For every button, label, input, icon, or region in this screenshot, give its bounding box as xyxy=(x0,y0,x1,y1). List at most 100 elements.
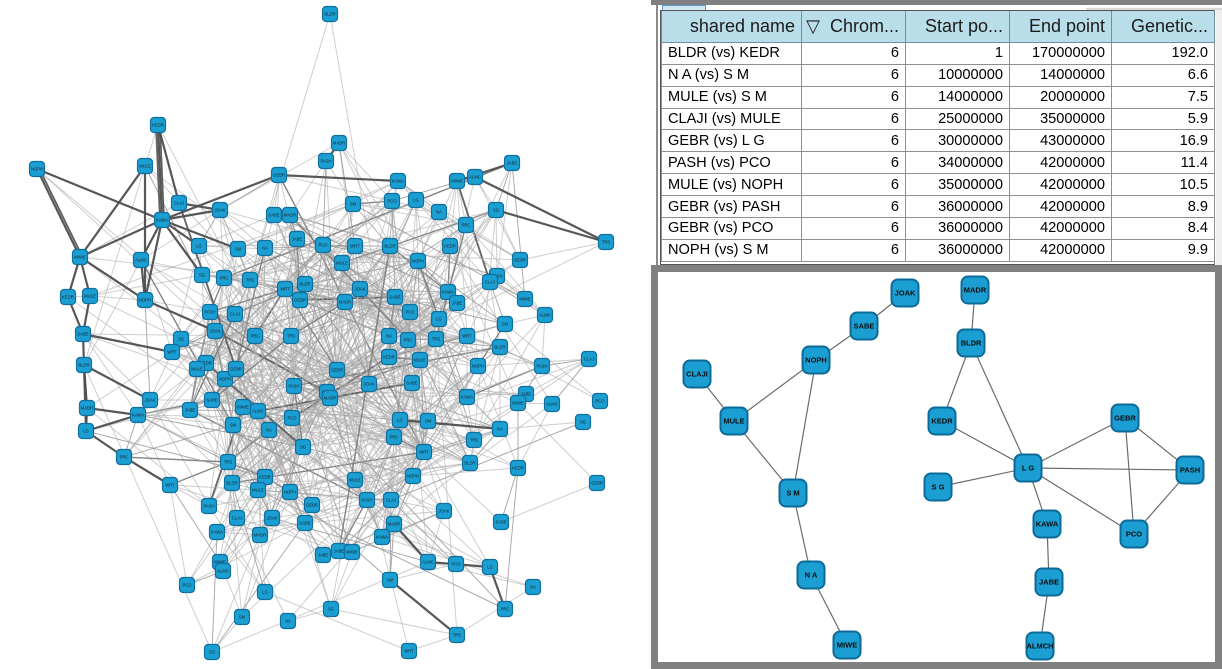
svg-text:N A: N A xyxy=(805,571,818,580)
svg-text:GEBR: GEBR xyxy=(331,368,343,373)
svg-text:WRT: WRT xyxy=(165,483,175,488)
svg-text:KAWA: KAWA xyxy=(392,179,404,184)
svg-text:ALMC: ALMC xyxy=(217,569,229,574)
svg-text:SG: SG xyxy=(300,445,306,450)
svg-text:MULE: MULE xyxy=(191,367,203,372)
svg-text:NOPH: NOPH xyxy=(219,377,231,382)
svg-text:MULE: MULE xyxy=(336,261,348,266)
svg-text:GEBR: GEBR xyxy=(306,503,318,508)
svg-text:LG: LG xyxy=(83,429,89,434)
svg-text:SM: SM xyxy=(425,419,432,424)
svg-text:MADR: MADR xyxy=(324,396,336,401)
svg-text:TRS: TRS xyxy=(470,438,479,443)
svg-text:WRT: WRT xyxy=(167,350,177,355)
svg-text:TRS: TRS xyxy=(287,334,296,339)
svg-text:WRT: WRT xyxy=(462,334,472,339)
svg-text:JABE: JABE xyxy=(292,237,303,242)
svg-text:GEBR: GEBR xyxy=(514,258,526,263)
svg-text:GEBR: GEBR xyxy=(591,481,603,486)
svg-text:MADR: MADR xyxy=(339,300,351,305)
svg-text:JABE: JABE xyxy=(452,301,463,306)
svg-text:SM: SM xyxy=(235,247,242,252)
svg-text:PASH: PASH xyxy=(320,159,331,164)
svg-text:BLDR: BLDR xyxy=(226,481,237,486)
svg-text:JABE: JABE xyxy=(1039,578,1059,587)
svg-text:PCO: PCO xyxy=(387,199,397,204)
svg-text:PRC: PRC xyxy=(404,338,413,343)
svg-text:KAWA: KAWA xyxy=(211,530,223,535)
svg-text:BLDR: BLDR xyxy=(324,12,335,17)
svg-text:KEDR: KEDR xyxy=(931,417,953,426)
svg-text:SM: SM xyxy=(502,322,509,327)
svg-text:BLDR: BLDR xyxy=(961,339,982,348)
svg-text:MIWE: MIWE xyxy=(74,255,86,260)
svg-text:JOAK: JOAK xyxy=(355,287,366,292)
svg-text:BLDR: BLDR xyxy=(464,461,475,466)
svg-text:CLAJI: CLAJI xyxy=(686,370,708,379)
svg-text:JABE: JABE xyxy=(507,161,518,166)
svg-text:NOPH: NOPH xyxy=(284,490,296,495)
svg-text:CLAJ: CLAJ xyxy=(230,312,240,317)
svg-text:LG: LG xyxy=(196,244,202,249)
svg-text:KAWA: KAWA xyxy=(461,395,473,400)
svg-text:WRT: WRT xyxy=(419,450,429,455)
svg-text:JABE: JABE xyxy=(318,553,329,558)
svg-text:KAWA: KAWA xyxy=(1036,520,1059,529)
svg-text:NOPH: NOPH xyxy=(472,364,484,369)
svg-text:ALMC: ALMC xyxy=(539,313,551,318)
svg-text:PRC: PRC xyxy=(251,334,260,339)
svg-text:PASH: PASH xyxy=(361,498,372,503)
svg-text:GEBR: GEBR xyxy=(273,173,285,178)
svg-text:PCO: PCO xyxy=(595,399,605,404)
svg-text:WRT: WRT xyxy=(280,287,290,292)
svg-text:TRS: TRS xyxy=(432,337,441,342)
svg-text:TRS: TRS xyxy=(602,240,611,245)
svg-text:WRT: WRT xyxy=(404,649,414,654)
svg-text:JOAK: JOAK xyxy=(439,509,450,514)
svg-text:PASH: PASH xyxy=(203,504,214,509)
svg-text:TRS: TRS xyxy=(246,278,255,283)
svg-text:PASH: PASH xyxy=(536,364,547,369)
svg-text:MIWE: MIWE xyxy=(837,641,857,650)
svg-text:L G: L G xyxy=(1022,464,1035,473)
svg-text:SABE: SABE xyxy=(406,381,417,386)
svg-text:NA: NA xyxy=(436,210,442,215)
svg-text:NOPH: NOPH xyxy=(139,298,151,303)
svg-text:SG: SG xyxy=(328,607,334,612)
svg-text:PCO: PCO xyxy=(318,243,328,248)
svg-text:JOAK: JOAK xyxy=(364,382,375,387)
svg-text:NA: NA xyxy=(497,427,503,432)
svg-text:ALMC: ALMC xyxy=(135,258,147,263)
svg-text:JOAK: JOAK xyxy=(215,208,226,213)
svg-text:MULE: MULE xyxy=(349,478,361,483)
svg-text:KEDR: KEDR xyxy=(512,466,524,471)
svg-text:GEBR: GEBR xyxy=(294,298,306,303)
svg-text:ALMC: ALMC xyxy=(422,560,434,565)
svg-text:PCO: PCO xyxy=(1126,530,1142,539)
svg-text:CLAJ: CLAJ xyxy=(386,498,396,503)
svg-text:KAWA: KAWA xyxy=(442,290,454,295)
svg-text:KAWA: KAWA xyxy=(132,413,144,418)
svg-text:PRC: PRC xyxy=(462,223,471,228)
svg-text:ALMC: ALMC xyxy=(252,409,264,414)
svg-text:NA: NA xyxy=(262,246,268,251)
svg-text:PRC: PRC xyxy=(120,455,129,460)
svg-text:MADR: MADR xyxy=(284,213,296,218)
svg-text:PASH: PASH xyxy=(288,384,299,389)
svg-text:TRS: TRS xyxy=(453,633,462,638)
svg-text:SM: SM xyxy=(387,578,394,583)
svg-text:PCO: PCO xyxy=(405,310,415,315)
svg-text:LG: LG xyxy=(487,565,493,570)
svg-text:PRC: PRC xyxy=(501,607,510,612)
svg-text:BLDR: BLDR xyxy=(78,363,89,368)
svg-text:JOAK: JOAK xyxy=(267,516,278,521)
svg-text:SABE: SABE xyxy=(389,295,400,300)
svg-text:MULE: MULE xyxy=(139,164,151,169)
svg-text:KEDR: KEDR xyxy=(62,295,74,300)
svg-text:CLAJ: CLAJ xyxy=(584,357,594,362)
svg-text:NOPH: NOPH xyxy=(407,474,419,479)
svg-text:SG: SG xyxy=(199,273,205,278)
svg-text:LG: LG xyxy=(397,418,403,423)
svg-text:JOAK: JOAK xyxy=(210,329,221,334)
svg-text:MIWE: MIWE xyxy=(451,179,463,184)
